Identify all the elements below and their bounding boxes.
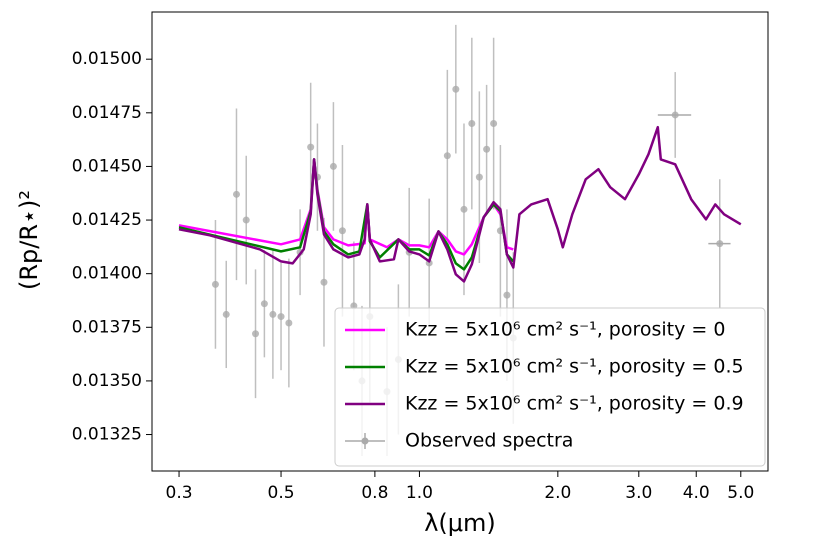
- observed-point: [285, 319, 293, 327]
- observed-point: [460, 205, 468, 213]
- observed-point: [503, 291, 511, 299]
- x-axis-label: λ(μm): [424, 509, 496, 537]
- observed-point: [490, 120, 498, 128]
- x-tick-label: 3.0: [625, 483, 652, 503]
- y-tick-label: 0.01475: [72, 103, 142, 123]
- legend-label: Observed spectra: [405, 430, 573, 452]
- legend-box: [334, 307, 766, 467]
- observed-point: [338, 227, 346, 235]
- y-tick-label: 0.01350: [72, 371, 142, 391]
- observed-point: [269, 310, 277, 318]
- observed-point: [277, 313, 285, 321]
- plot-frame: [151, 11, 769, 472]
- observed-point: [232, 190, 240, 198]
- x-tick-label: 2.0: [544, 483, 571, 503]
- y-tick-label: 0.01325: [72, 425, 142, 445]
- observed-point: [242, 216, 250, 224]
- y-tick-label: 0.01375: [72, 317, 142, 337]
- y-tick-label: 0.01425: [72, 210, 142, 230]
- observed-point: [320, 278, 328, 286]
- observed-point: [443, 152, 451, 160]
- x-tick-label: 1.0: [406, 483, 433, 503]
- y-tick-label: 0.01500: [72, 49, 142, 69]
- x-tick-label: 4.0: [683, 483, 710, 503]
- y-axis-label: (Rp/R⋆)²: [15, 190, 43, 290]
- observed-point: [260, 300, 268, 308]
- y-tick-label: 0.01400: [72, 264, 142, 284]
- legend-label: Kzz = 5x10⁶ cm² s⁻¹, porosity = 0: [405, 319, 725, 341]
- observed-point: [452, 85, 460, 93]
- observed-point: [716, 240, 724, 248]
- observed-point: [468, 120, 476, 128]
- observed-point: [475, 173, 483, 181]
- x-tick-label: 0.8: [361, 483, 388, 503]
- observed-point: [483, 145, 491, 153]
- observed-point: [671, 111, 679, 119]
- x-tick-label: 0.3: [166, 483, 193, 503]
- plot: [178, 24, 742, 456]
- legend-label: Kzz = 5x10⁶ cm² s⁻¹, porosity = 0.9: [405, 393, 744, 415]
- y-tick-label: 0.01450: [72, 156, 142, 176]
- observed-point: [222, 310, 230, 318]
- legend-swatch: [361, 437, 369, 445]
- observed-point: [252, 330, 260, 338]
- series-line: [178, 125, 742, 283]
- observed-point: [329, 162, 337, 170]
- observed-point: [211, 280, 219, 288]
- observed-point: [307, 143, 315, 151]
- x-tick-label: 5.0: [727, 483, 754, 503]
- x-tick-label: 0.5: [268, 483, 295, 503]
- legend-label: Kzz = 5x10⁶ cm² s⁻¹, porosity = 0.5: [405, 356, 744, 378]
